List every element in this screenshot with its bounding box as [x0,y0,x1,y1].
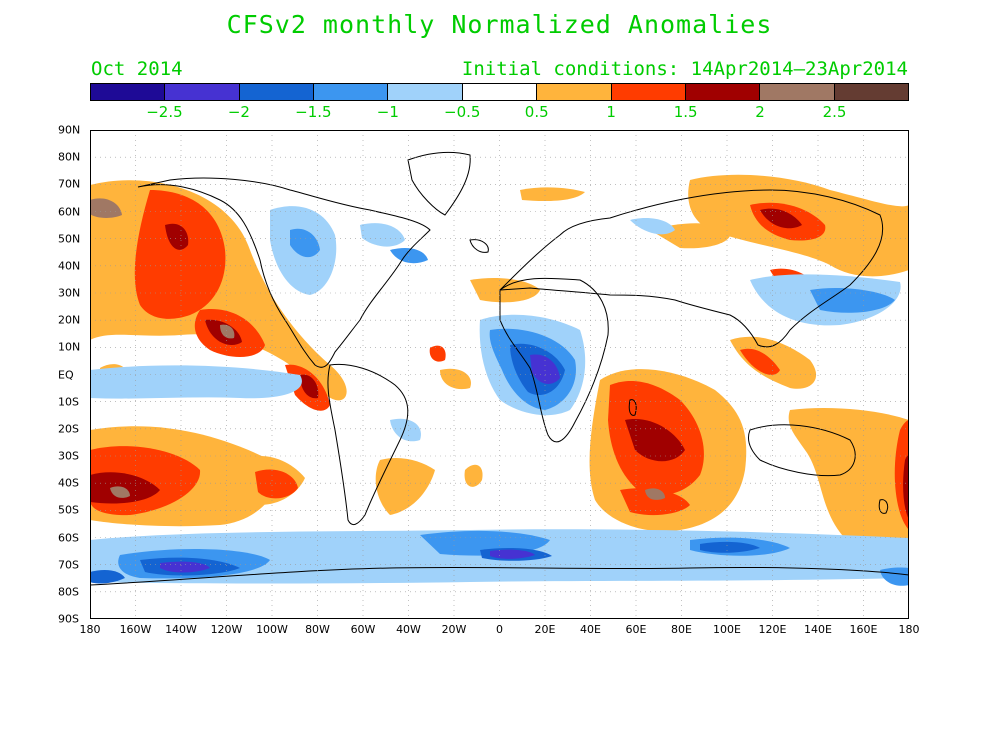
longitude-label: 160E [849,623,878,636]
colorbar-swatch [760,84,835,100]
anomaly-map [90,130,909,619]
longitude-label: 120E [758,623,787,636]
longitude-label: 40E [580,623,601,636]
latitude-label: 60N [58,205,81,218]
latitude-label: 80S [58,585,79,599]
latitude-label: EQ [58,368,74,381]
latitude-label: 30S [58,449,79,463]
map-title: CFSv2 monthly Normalized Anomalies [226,10,773,39]
latitude-label: 20N [58,313,81,327]
colorbar-label: −2.5 [146,103,183,121]
latitude-label: 60S [58,531,79,544]
latitude-label: 20S [58,422,79,436]
latitude-label: 50N [58,232,81,246]
longitude-label: 60W [350,623,376,636]
latitude-label: 80N [58,150,81,164]
colorbar-label: 1.5 [673,103,698,121]
latitude-label: 10N [58,340,81,354]
colorbar-label: −1.5 [295,103,332,121]
longitude-label: 0 [496,623,503,636]
colorbar-swatch [834,84,908,100]
latitude-label: 10S [58,395,79,409]
colorbar-swatch [91,84,166,100]
initial-conditions: Initial conditions: 14Apr2014–23Apr2014 [461,58,908,80]
latitude-label: 30N [58,286,81,300]
longitude-label: 80E [671,623,692,636]
longitude-label: 20E [534,623,556,636]
longitude-label: 20W [441,623,467,636]
colorbar-swatch [388,84,463,100]
colorbar [90,83,909,101]
colorbar-swatch [165,84,240,100]
colorbar-swatch [685,84,761,100]
longitude-label: 100W [256,623,288,636]
colorbar-label: 2.5 [822,103,847,121]
latitude-label: 70S [58,558,79,572]
latitude-label: 40N [58,259,81,273]
latitude-label: 40S [58,476,79,490]
longitude-label: 180 [79,623,101,636]
longitude-label: 60E [625,623,647,636]
longitude-label: 140E [804,623,832,636]
colorbar-swatch [239,84,315,100]
colorbar-swatch [611,84,686,100]
latitude-label: 70N [58,177,81,191]
colorbar-label: 2 [755,103,765,121]
longitude-label: 180 [898,623,920,636]
map-frame [90,130,909,619]
longitude-label: 40W [396,623,421,636]
latitude-label: 50S [58,503,79,517]
anomaly-fields [90,174,909,586]
colorbar-label: −2 [227,103,250,121]
forecast-month: Oct 2014 [91,58,183,80]
latitude-label: 90S [58,612,79,626]
colorbar-swatch [537,84,612,100]
longitude-label: 80W [305,623,330,636]
coastlines [90,151,909,586]
colorbar-swatch [314,84,389,100]
colorbar-swatch [462,84,538,100]
longitude-label: 160W [119,623,152,636]
latitude-label: 90N [58,123,81,137]
colorbar-label: −1 [376,103,399,121]
colorbar-label: 0.5 [524,103,549,121]
colorbar-label: −0.5 [444,103,481,121]
colorbar-label: 1 [606,103,616,121]
longitude-label: 100E [713,623,741,636]
longitude-label: 120W [210,623,243,636]
longitude-label: 140W [165,623,197,636]
